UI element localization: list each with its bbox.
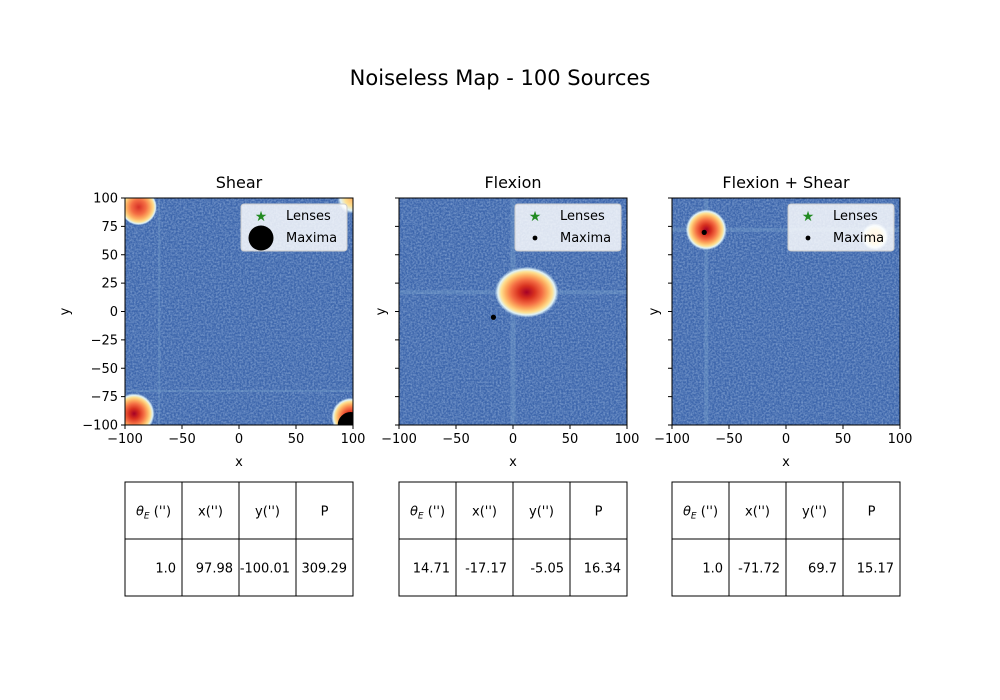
y-tick-label: −50 (91, 362, 118, 377)
y-tick-label: −100 (82, 419, 118, 434)
figure-title: Noiseless Map - 100 Sources (350, 66, 651, 90)
legend-label-lenses: Lenses (833, 209, 878, 224)
heatmap-hot-spot (125, 198, 157, 226)
legend-label-maxima: Maxima (286, 231, 337, 246)
maxima-point (490, 314, 497, 320)
y-tick-label: −25 (91, 333, 118, 348)
table-header-cell: x('') (472, 505, 497, 520)
table-header-cell: P (321, 505, 329, 520)
y-tick-label: 50 (101, 248, 118, 263)
x-tick-label: −100 (381, 432, 417, 447)
table-header-cell: y('') (529, 505, 554, 520)
x-tick-label: 100 (341, 432, 366, 447)
y-tick-label: 0 (110, 305, 118, 320)
results-table: θE ('') x('') y('') P 14.71 -17.17 -5.05 16.34 (398, 481, 628, 597)
legend-lens-marker: ★ (255, 209, 268, 225)
panel-title: Flexion + Shear (722, 173, 850, 192)
table-value-cell: 14.71 (413, 562, 450, 577)
maxima-point (701, 229, 707, 235)
table-header-cell: x('') (745, 505, 770, 520)
table-value-cell: 309.29 (302, 562, 348, 577)
table-header-cell: θE ('') (136, 505, 171, 522)
table-header-cell: y('') (802, 505, 827, 520)
panel-title: Shear (216, 173, 263, 192)
table-value-cell: 15.17 (857, 562, 894, 577)
table-header-cell: y('') (255, 505, 280, 520)
legend-label-lenses: Lenses (560, 209, 605, 224)
x-tick-label: 0 (509, 432, 517, 447)
y-axis-label: y (58, 307, 73, 315)
y-tick-label: 100 (93, 192, 118, 207)
legend-label-lenses: Lenses (286, 209, 331, 224)
table-header-cell: P (868, 505, 876, 520)
x-tick-label: 50 (288, 432, 305, 447)
legend-maxima-marker (532, 235, 538, 241)
legend-lens-marker: ★ (802, 209, 815, 225)
x-axis-label: x (509, 455, 517, 470)
legend-label-maxima: Maxima (560, 231, 611, 246)
y-tick-label: 25 (101, 277, 118, 292)
legend-box (514, 203, 622, 252)
legend: ★ Lenses Maxima (787, 203, 895, 252)
table-header-cell: θE ('') (683, 505, 718, 522)
x-tick-label: −50 (168, 432, 195, 447)
table-value-cell: 1.0 (155, 562, 176, 577)
legend: ★ Lenses Maxima (240, 203, 348, 252)
legend-lens-marker: ★ (529, 209, 542, 225)
legend-label-maxima: Maxima (833, 231, 884, 246)
legend-maxima-marker (248, 225, 274, 251)
table-value-cell: -100.01 (240, 562, 290, 577)
legend-box (787, 203, 895, 252)
x-tick-label: 100 (888, 432, 913, 447)
table-value-cell: -71.72 (738, 562, 780, 577)
heatmap-hot-spot (685, 209, 727, 251)
y-axis-label: y (647, 307, 662, 315)
x-tick-label: 0 (235, 432, 243, 447)
results-table: θE ('') x('') y('') P 1.0 97.98 -100.01 309.29 (124, 481, 354, 597)
x-axis-label: x (235, 455, 243, 470)
table-value-cell: -5.05 (530, 562, 564, 577)
x-tick-label: −100 (107, 432, 143, 447)
heatmap-hot-spot (494, 266, 559, 318)
x-tick-label: 0 (782, 432, 790, 447)
panel-title: Flexion (484, 173, 541, 192)
x-tick-label: 50 (835, 432, 852, 447)
heatmap-hot-spot (125, 393, 155, 425)
panel-3: Flexion + Shear −100 −50 0 50 100 x y ★ Lenses Max… (647, 173, 913, 597)
y-axis-label: y (374, 307, 389, 315)
table-value-cell: -17.17 (465, 562, 507, 577)
x-axis-label: x (782, 455, 790, 470)
table-value-cell: 69.7 (808, 562, 837, 577)
x-tick-label: 50 (562, 432, 579, 447)
y-tick-label: −75 (91, 390, 118, 405)
panel-1: Shear −100 −50 0 50 100 100 75 50 25 0 −25 −50 −75 −10… (58, 173, 366, 597)
table-header-cell: x('') (198, 505, 223, 520)
table-header-cell: θE ('') (410, 505, 445, 522)
table-header-cell: P (595, 505, 603, 520)
x-tick-label: −50 (442, 432, 469, 447)
table-value-cell: 97.98 (196, 562, 233, 577)
maxima-point (337, 412, 353, 425)
legend: ★ Lenses Maxima (514, 203, 622, 252)
x-tick-label: 100 (615, 432, 640, 447)
table-value-cell: 1.0 (702, 562, 723, 577)
x-tick-label: −50 (715, 432, 742, 447)
y-tick-label: 75 (101, 220, 118, 235)
results-table: θE ('') x('') y('') P 1.0 -71.72 69.7 15.17 (671, 481, 901, 597)
panel-2: Flexion −100 −50 0 50 100 x y ★ Lenses Maxima θE ('… (374, 173, 640, 597)
table-value-cell: 16.34 (584, 562, 621, 577)
x-tick-label: −100 (654, 432, 690, 447)
legend-maxima-marker (805, 235, 811, 241)
